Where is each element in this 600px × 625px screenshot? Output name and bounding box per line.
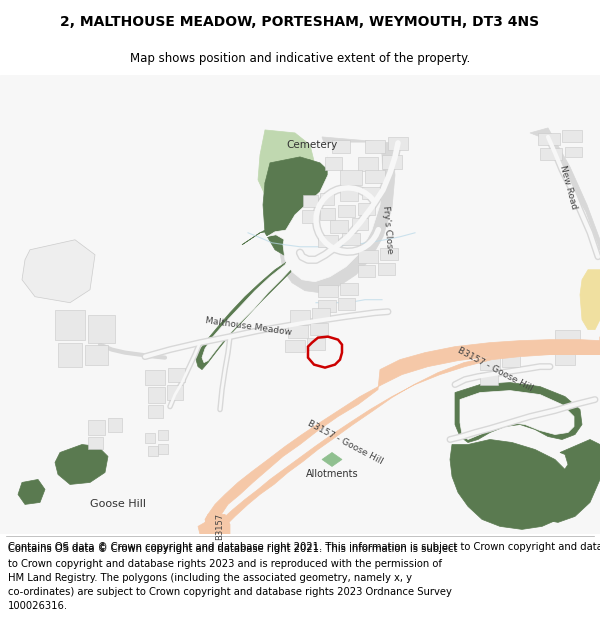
Polygon shape — [538, 133, 560, 145]
Polygon shape — [358, 265, 375, 277]
Polygon shape — [310, 322, 328, 334]
Polygon shape — [378, 262, 395, 275]
Polygon shape — [332, 140, 350, 153]
Polygon shape — [307, 338, 325, 349]
Polygon shape — [532, 135, 598, 252]
Polygon shape — [380, 248, 398, 260]
Polygon shape — [22, 240, 95, 302]
Polygon shape — [450, 439, 572, 529]
Polygon shape — [530, 128, 600, 250]
Polygon shape — [340, 170, 362, 185]
Polygon shape — [0, 75, 600, 534]
Polygon shape — [480, 372, 498, 384]
Text: Malthouse Meadow: Malthouse Meadow — [204, 316, 292, 337]
Polygon shape — [55, 444, 108, 484]
Polygon shape — [148, 404, 163, 418]
Polygon shape — [538, 439, 600, 522]
Polygon shape — [167, 384, 183, 399]
Polygon shape — [338, 205, 355, 217]
Polygon shape — [340, 188, 358, 201]
Polygon shape — [263, 157, 345, 260]
Polygon shape — [358, 203, 375, 215]
Polygon shape — [565, 147, 582, 157]
Polygon shape — [318, 285, 338, 297]
Text: HM Land Registry. The polygons (including the associated geometry, namely x, y: HM Land Registry. The polygons (includin… — [8, 572, 412, 582]
Polygon shape — [342, 232, 360, 245]
Polygon shape — [208, 337, 600, 534]
Text: Map shows position and indicative extent of the property.: Map shows position and indicative extent… — [130, 52, 470, 65]
Text: New Road: New Road — [558, 164, 578, 210]
Polygon shape — [88, 314, 115, 342]
Polygon shape — [388, 137, 408, 150]
Polygon shape — [555, 329, 580, 347]
Polygon shape — [562, 130, 582, 142]
Polygon shape — [288, 324, 308, 338]
Text: Contains OS data © Crown copyright and database right 2021. This information is : Contains OS data © Crown copyright and d… — [8, 544, 457, 554]
Polygon shape — [312, 308, 330, 319]
Text: B3157 - Goose Hill: B3157 - Goose Hill — [306, 419, 384, 466]
Polygon shape — [320, 193, 334, 205]
Polygon shape — [158, 444, 168, 454]
Polygon shape — [358, 157, 378, 171]
Polygon shape — [460, 391, 574, 439]
Polygon shape — [330, 220, 348, 232]
Polygon shape — [148, 446, 158, 456]
Polygon shape — [303, 195, 318, 207]
Polygon shape — [168, 368, 185, 382]
Polygon shape — [145, 432, 155, 442]
Polygon shape — [352, 217, 368, 230]
Polygon shape — [58, 342, 82, 367]
Polygon shape — [502, 352, 520, 367]
Text: to Crown copyright and database rights 2023 and is reproduced with the permissio: to Crown copyright and database rights 2… — [8, 559, 442, 569]
Polygon shape — [85, 344, 108, 364]
Text: Fry's Close: Fry's Close — [382, 206, 395, 254]
Text: co-ordinates) are subject to Crown copyright and database rights 2023 Ordnance S: co-ordinates) are subject to Crown copyr… — [8, 587, 452, 597]
Polygon shape — [145, 369, 165, 384]
Polygon shape — [540, 148, 562, 160]
Polygon shape — [196, 222, 310, 369]
Polygon shape — [320, 208, 335, 220]
Polygon shape — [258, 130, 315, 203]
Polygon shape — [158, 429, 168, 439]
Text: B3157: B3157 — [215, 513, 224, 540]
Polygon shape — [365, 140, 385, 153]
Text: 2, MALTHOUSE MEADOW, PORTESHAM, WEYMOUTH, DT3 4NS: 2, MALTHOUSE MEADOW, PORTESHAM, WEYMOUTH… — [61, 16, 539, 29]
Polygon shape — [285, 339, 305, 352]
Text: B3157 - Goose Hill: B3157 - Goose Hill — [456, 346, 534, 393]
Polygon shape — [148, 387, 165, 402]
Polygon shape — [318, 300, 336, 312]
Polygon shape — [340, 282, 358, 295]
Polygon shape — [55, 309, 85, 339]
Polygon shape — [555, 352, 575, 364]
Polygon shape — [88, 419, 105, 434]
Polygon shape — [283, 143, 383, 282]
Polygon shape — [290, 309, 310, 322]
Text: Cemetery: Cemetery — [286, 140, 338, 150]
Polygon shape — [455, 382, 582, 442]
Text: Goose Hill: Goose Hill — [90, 499, 146, 509]
Polygon shape — [18, 479, 45, 504]
Polygon shape — [108, 418, 122, 431]
Polygon shape — [362, 187, 380, 199]
Polygon shape — [480, 354, 500, 369]
Polygon shape — [280, 137, 395, 292]
Text: Allotments: Allotments — [305, 469, 358, 479]
Polygon shape — [580, 270, 600, 329]
Polygon shape — [302, 210, 318, 222]
Text: Contains OS data © Crown copyright and database right 2021. This information is : Contains OS data © Crown copyright and d… — [8, 542, 600, 552]
Polygon shape — [205, 339, 600, 526]
Polygon shape — [338, 298, 355, 309]
Polygon shape — [322, 452, 342, 466]
Polygon shape — [88, 436, 103, 449]
Polygon shape — [365, 170, 385, 183]
Polygon shape — [325, 157, 342, 170]
Polygon shape — [205, 514, 230, 534]
Polygon shape — [265, 160, 348, 257]
Polygon shape — [382, 155, 402, 169]
Polygon shape — [202, 230, 305, 362]
Polygon shape — [318, 235, 338, 247]
Text: 100026316.: 100026316. — [8, 601, 68, 611]
Polygon shape — [198, 522, 228, 534]
Polygon shape — [358, 250, 378, 262]
